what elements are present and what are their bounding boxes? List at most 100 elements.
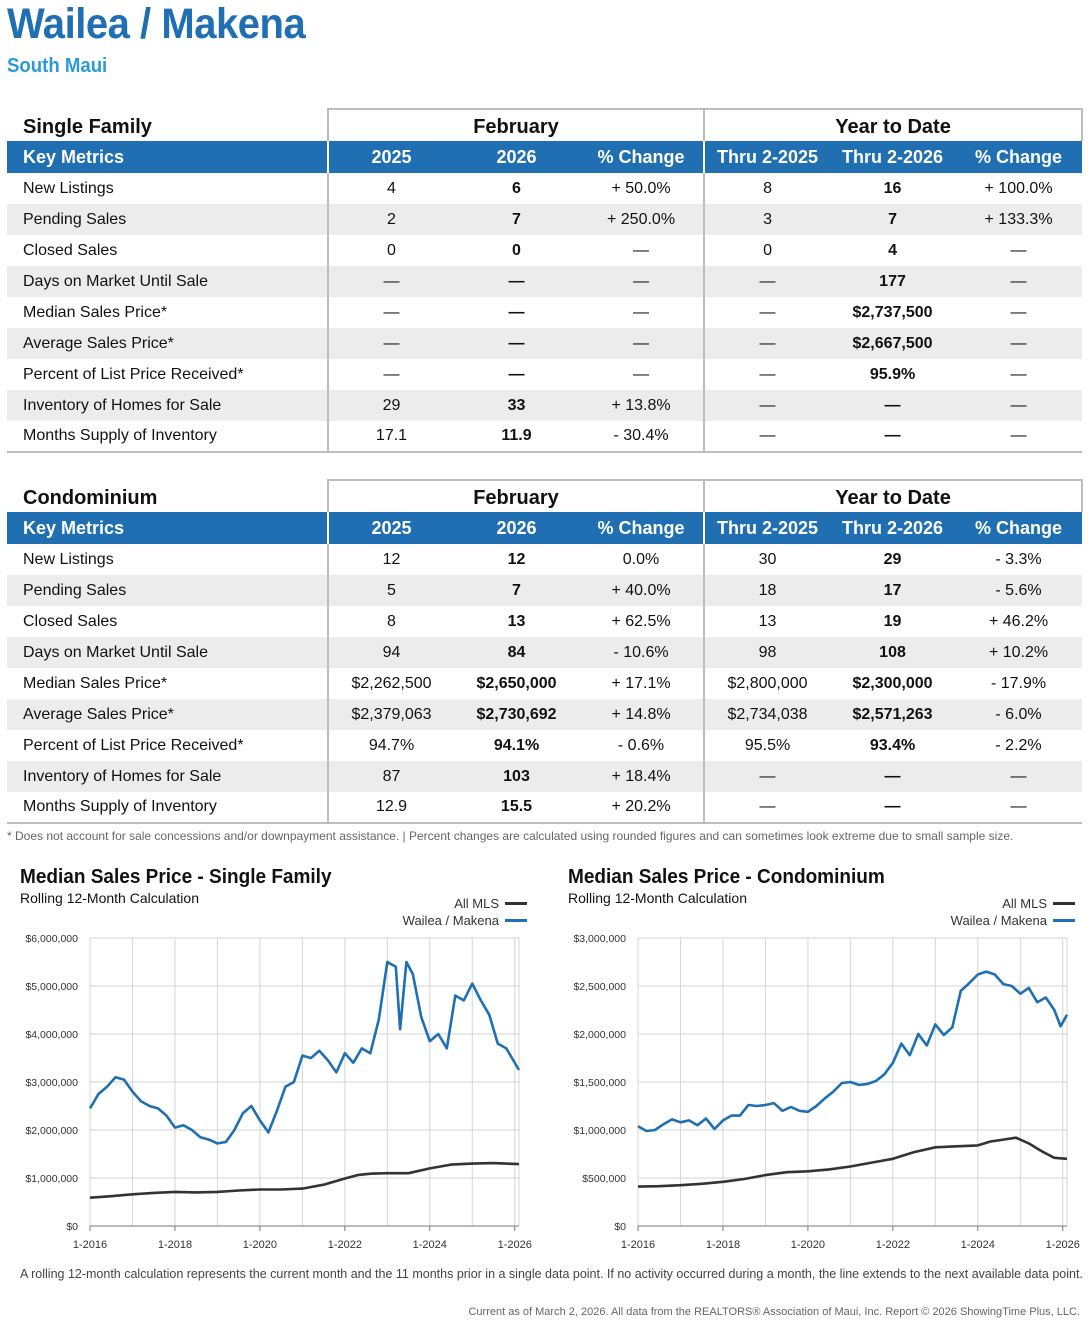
metric-label: Average Sales Price* <box>7 328 328 359</box>
table-cell: — <box>703 297 831 328</box>
table-cell: $2,300,000 <box>852 674 933 692</box>
table-cell: — <box>327 297 454 328</box>
chart-single-family: Median Sales Price - Single Family Rolli… <box>7 866 537 1258</box>
table-cell: — <box>703 359 831 390</box>
table-cell: + 20.2% <box>579 792 705 824</box>
table-cell: + 100.0% <box>984 179 1053 197</box>
x-tick-label: 1-2026 <box>1046 1239 1080 1251</box>
table-cell: 16 <box>883 179 902 197</box>
table-cell: + 18.4% <box>579 761 705 792</box>
table-cell: — <box>955 266 1083 297</box>
column-header: Thru 2-2025 <box>703 512 831 544</box>
table-cell: 8 <box>327 606 454 637</box>
table-cell: - 5.6% <box>955 575 1083 606</box>
table-cell: 30 <box>703 544 831 575</box>
table-cell: — <box>703 421 831 453</box>
table-cell: 94 <box>327 637 454 668</box>
table-cell: $2,379,063 <box>327 699 454 730</box>
column-header: Thru 2-2025 <box>703 141 831 173</box>
table-cell: — <box>955 390 1083 421</box>
y-tick-label: $2,500,000 <box>573 981 626 993</box>
table-cell: — <box>454 328 579 359</box>
table-cell: 12 <box>507 550 526 568</box>
x-tick-label: 1-2016 <box>73 1239 107 1251</box>
legend-label: All MLS <box>454 896 499 911</box>
table-cell: 19 <box>883 612 902 630</box>
column-header: Key Metrics <box>7 141 328 173</box>
table-cell: 84 <box>454 637 579 668</box>
y-tick-label: $3,000,000 <box>573 933 626 945</box>
table-cell: $2,734,038 <box>703 699 831 730</box>
metric-label: Pending Sales <box>7 575 328 606</box>
table-cell: 12 <box>327 544 454 575</box>
y-tick-label: $6,000,000 <box>25 933 78 945</box>
table-cell: — <box>579 328 705 359</box>
chart-subtitle: Rolling 12-Month Calculation <box>20 890 199 906</box>
chart-title: Median Sales Price - Condominium <box>568 866 885 888</box>
column-header: 2026 <box>454 512 579 544</box>
table-cell: 7 <box>454 204 579 235</box>
metric-label: Median Sales Price* <box>23 674 168 692</box>
table-cell: 12.9 <box>327 792 454 824</box>
metric-label: Inventory of Homes for Sale <box>7 390 328 421</box>
table-cell: 29 <box>327 390 454 421</box>
column-header: 2026 <box>454 141 579 173</box>
table-cell: + 13.8% <box>579 390 705 421</box>
x-tick-label: 1-2020 <box>243 1239 277 1251</box>
table-cell: 17 <box>830 575 956 606</box>
metric-label: Median Sales Price* <box>23 303 168 321</box>
column-header: 2025 <box>327 512 454 544</box>
table-cell: 87 <box>327 761 454 792</box>
section-title: Single Family <box>23 116 152 138</box>
table-cell: + 133.3% <box>955 204 1083 235</box>
table-cell: — <box>830 761 956 792</box>
series-line-all-mls <box>637 1136 1068 1188</box>
group-header-month: February <box>326 108 705 141</box>
table-cell: — <box>830 421 956 453</box>
table-cell: — <box>508 303 525 321</box>
table-cell: 103 <box>454 761 579 792</box>
chart-title: Median Sales Price - Single Family <box>20 866 332 888</box>
column-header: Thru 2-2026 <box>830 512 956 544</box>
table-cell: — <box>508 365 525 383</box>
table-cell: + 50.0% <box>611 179 671 197</box>
y-tick-label: $5,000,000 <box>25 981 78 993</box>
table-row: New Listings 12 12 0.0% 30 29 - 3.3% <box>7 544 1082 575</box>
table-cell: 2 <box>327 204 454 235</box>
table-cell: $2,650,000 <box>476 674 557 692</box>
series-line-local <box>88 960 521 1145</box>
table-cell: — <box>633 241 650 259</box>
table-row: Inventory of Homes for Sale 87 103 + 18.4% —… <box>7 761 1083 792</box>
metric-label: Percent of List Price Received* <box>23 736 244 754</box>
table-cell: 0 <box>703 235 831 266</box>
table-cell: — <box>703 792 831 824</box>
table-cell: - 3.3% <box>995 550 1042 568</box>
table-row: Months Supply of Inventory 12.9 15.5 + 20.2… <box>7 792 1083 824</box>
table-row: Months Supply of Inventory 17.1 11.9- 30.4… <box>7 421 1083 453</box>
legend-item-local: Wailea / Makena <box>403 913 527 928</box>
table-cell: 33 <box>454 390 579 421</box>
table-cell: 3 <box>703 204 831 235</box>
condominium-table: Condominium February Year to Date Key Me… <box>7 479 1084 824</box>
y-tick-label: $1,500,000 <box>573 1077 626 1089</box>
column-header: % Change <box>955 512 1083 544</box>
table-cell: + 250.0% <box>579 204 705 235</box>
y-tick-label: $1,000,000 <box>25 1173 78 1185</box>
x-tick-label: 1-2018 <box>158 1239 192 1251</box>
table-cell: 0 <box>327 235 454 266</box>
metric-label: New Listings <box>23 550 114 568</box>
table-cell: — <box>1010 241 1027 259</box>
x-tick-label: 1-2024 <box>413 1239 447 1251</box>
legend-label: Wailea / Makena <box>402 913 499 928</box>
y-tick-label: $0 <box>66 1221 78 1233</box>
footnote: * Does not account for sale concessions … <box>7 829 1014 843</box>
group-header-month: February <box>326 479 705 512</box>
table-cell: — <box>955 328 1083 359</box>
table-cell: 4 <box>888 241 897 259</box>
legend-swatch <box>1053 919 1075 922</box>
table-row: Percent of List Price Received* 94.7% 94.1… <box>7 730 1082 761</box>
metric-label: Closed Sales <box>23 612 118 630</box>
x-tick-label: 1-2022 <box>876 1239 910 1251</box>
table-cell: — <box>579 266 705 297</box>
table-cell: 17.1 <box>327 421 454 453</box>
